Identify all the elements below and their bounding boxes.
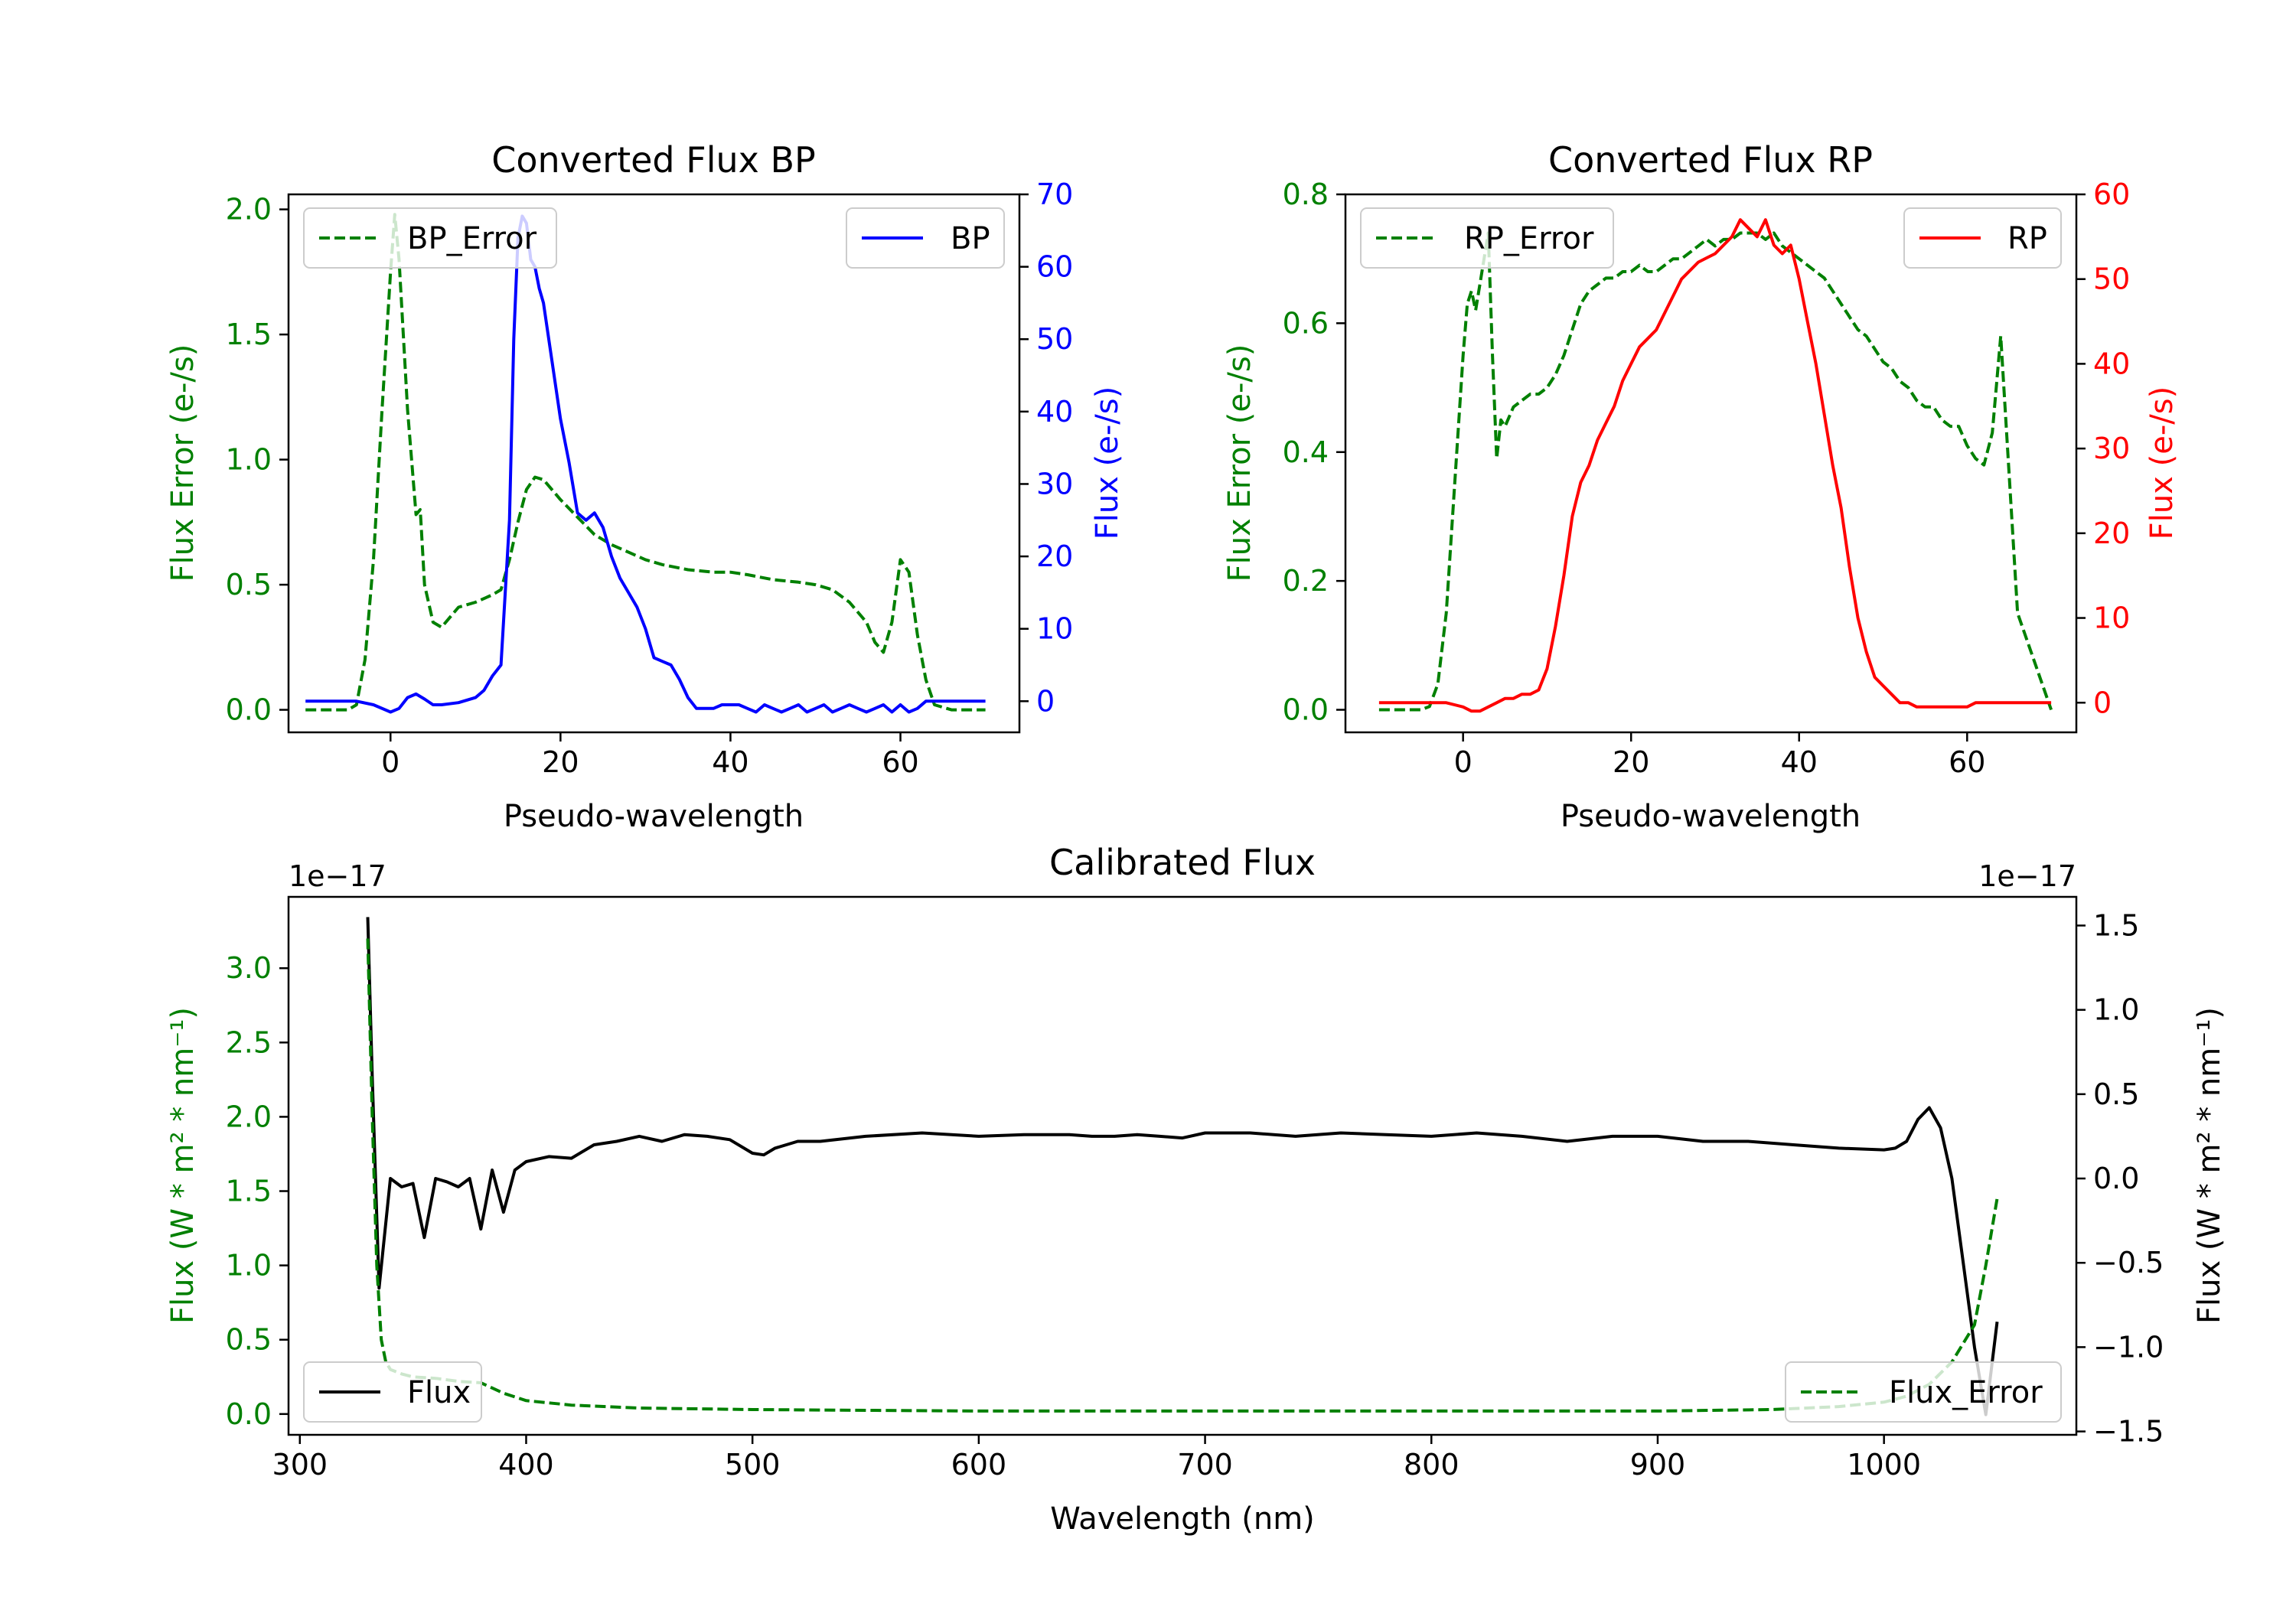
rp-y-right-tick-label: 20 (2093, 517, 2130, 550)
rp-y-right-label: Flux (e-/s) (2144, 386, 2180, 539)
bp-y-left-tick-label: 2.0 (226, 193, 272, 227)
rp-y-left-label: Flux Error (e-/s) (1222, 344, 1257, 582)
bp-error-legend-label: BP_Error (407, 221, 537, 256)
rp-y-left-tick-label: 0.4 (1283, 435, 1329, 469)
calibrated-y-right-tick-label: 1.5 (2093, 908, 2139, 942)
bp-y-right-tick-label: 30 (1036, 467, 1073, 500)
rp-legend: RP (1903, 207, 2062, 269)
bp-series-bp-error-line (305, 213, 986, 712)
calibrated-x-tick-label: 800 (1404, 1448, 1459, 1482)
calibrated-chart-title: Calibrated Flux (1049, 842, 1316, 883)
calibrated-series-flux-line (366, 917, 1999, 1416)
calibrated-y-left-tick-label: 0.0 (226, 1397, 272, 1431)
flux-error-legend-label: Flux_Error (1889, 1375, 2043, 1410)
calibrated-y-right-tick-label: −0.5 (2093, 1246, 2164, 1279)
bp-series-bp-line (305, 214, 986, 714)
rp-x-tick-label: 20 (1613, 745, 1649, 779)
rp-y-left-tick-label: 0.0 (1283, 693, 1329, 727)
calibrated-y-left-label: Flux (W * m² * nm⁻¹) (165, 1007, 201, 1324)
calibrated-x-axis-label: Wavelength (nm) (1050, 1501, 1315, 1537)
calibrated-y-right-tick-label: −1.0 (2093, 1330, 2164, 1364)
calibrated-y-left-tick-label: 0.5 (226, 1323, 272, 1357)
bp-x-axis-label: Pseudo-wavelength (504, 799, 804, 834)
bp-y-left-tick-label: 1.5 (226, 318, 272, 351)
calibrated-y-left-tick-label: 1.5 (226, 1175, 272, 1208)
bp-x-tick-label: 40 (712, 745, 748, 779)
calibrated-y-right-tick-label: 0.5 (2093, 1077, 2139, 1111)
rp-y-left-tick-label: 0.8 (1283, 178, 1329, 211)
bp-legend: BP (846, 207, 1005, 269)
rp-plot-frame (1344, 193, 2078, 734)
rp-y-right-tick-label: 50 (2093, 262, 2130, 296)
calibrated-y-right-tick-label: 0.0 (2093, 1162, 2139, 1195)
bp-y-right-tick-label: 40 (1036, 395, 1073, 429)
bp-x-tick-label: 60 (882, 745, 918, 779)
bp-chart-title: Converted Flux BP (491, 139, 816, 181)
calibrated-x-tick-label: 700 (1177, 1448, 1233, 1482)
bp-y-right-tick-label: 60 (1036, 250, 1073, 284)
calibrated-y-right-tick-label: −1.5 (2093, 1415, 2164, 1449)
rp-chart-title: Converted Flux RP (1548, 139, 1873, 181)
rp-x-tick-label: 60 (1949, 745, 1985, 779)
rp-y-right-tick-label: 10 (2093, 601, 2130, 635)
bp-y-left-tick-label: 0.5 (226, 568, 272, 601)
rp-x-tick-label: 0 (1454, 745, 1473, 779)
flux-error-legend: Flux_Error (1785, 1361, 2062, 1423)
bp-legend-label: BP (951, 221, 990, 256)
calibrated-left-offset-label: 1e−17 (289, 859, 386, 893)
calibrated-x-tick-label: 500 (725, 1448, 781, 1482)
flux-legend: Flux (303, 1361, 482, 1423)
rp-y-right-tick-label: 60 (2093, 178, 2130, 211)
bp-y-right-tick-label: 0 (1036, 684, 1055, 718)
calibrated-y-left-tick-label: 3.0 (226, 951, 272, 985)
bp-y-right-tick-label: 50 (1036, 322, 1073, 356)
calibrated-right-offset-label: 1e−17 (1978, 859, 2076, 893)
rp-plot-lines (1378, 218, 2053, 713)
calibrated-x-tick-label: 400 (498, 1448, 554, 1482)
rp-x-axis-label: Pseudo-wavelength (1561, 799, 1861, 834)
calibrated-x-tick-label: 600 (951, 1448, 1007, 1482)
calibrated-y-left-tick-label: 1.0 (226, 1249, 272, 1283)
rp-y-left-tick-label: 0.6 (1283, 306, 1329, 340)
rp-y-right-tick-label: 0 (2093, 686, 2112, 719)
bp-axis-ticks: 0 20 40 60 0.0 0.5 1.0 1.5 2.0 0 10 20 30 40 50 60 70 (226, 178, 1074, 779)
bp-y-right-tick-label: 70 (1036, 178, 1073, 211)
calibrated-y-right-label: Flux (W * m² * nm⁻¹) (2192, 1007, 2227, 1324)
rp-y-right-tick-label: 30 (2093, 432, 2130, 465)
rp-axis-ticks: 0 20 40 60 0.0 0.2 0.4 0.6 0.8 0 10 20 30 40 50 60 (1283, 178, 2131, 779)
calibrated-x-tick-label: 900 (1630, 1448, 1686, 1482)
flux-legend-label: Flux (407, 1375, 471, 1410)
bp-y-right-tick-label: 10 (1036, 612, 1073, 646)
calibrated-axis-ticks: 300 400 500 600 700 800 900 1000 0.0 0.5 1.0 1.5 2.0… (226, 908, 2164, 1482)
bp-y-left-tick-label: 1.0 (226, 443, 272, 477)
rp-error-legend: RP_Error (1360, 207, 1614, 269)
calibrated-x-tick-label: 1000 (1847, 1448, 1921, 1482)
bp-x-tick-label: 20 (542, 745, 579, 779)
bp-y-right-tick-label: 20 (1036, 539, 1073, 573)
calibrated-y-left-tick-label: 2.0 (226, 1100, 272, 1133)
rp-series-rp-line (1378, 218, 2052, 713)
calibrated-y-right-tick-label: 1.0 (2093, 993, 2139, 1027)
bp-y-left-label: Flux Error (e-/s) (165, 344, 201, 582)
rp-error-legend-label: RP_Error (1464, 221, 1594, 256)
bp-error-legend: BP_Error (303, 207, 557, 269)
calibrated-y-left-tick-label: 2.5 (226, 1025, 272, 1059)
rp-x-tick-label: 40 (1781, 745, 1818, 779)
bp-y-right-label: Flux (e-/s) (1090, 386, 1125, 539)
rp-legend-label: RP (2007, 221, 2047, 256)
bp-x-tick-label: 0 (381, 745, 400, 779)
calibrated-x-tick-label: 300 (272, 1448, 328, 1482)
bp-plot-lines (305, 213, 986, 714)
bp-y-left-tick-label: 0.0 (226, 693, 272, 727)
calibrated-plot-frame (287, 895, 2078, 1436)
rp-y-right-tick-label: 40 (2093, 347, 2130, 380)
bp-plot-frame (287, 193, 1021, 734)
rp-y-left-tick-label: 0.2 (1283, 564, 1329, 598)
